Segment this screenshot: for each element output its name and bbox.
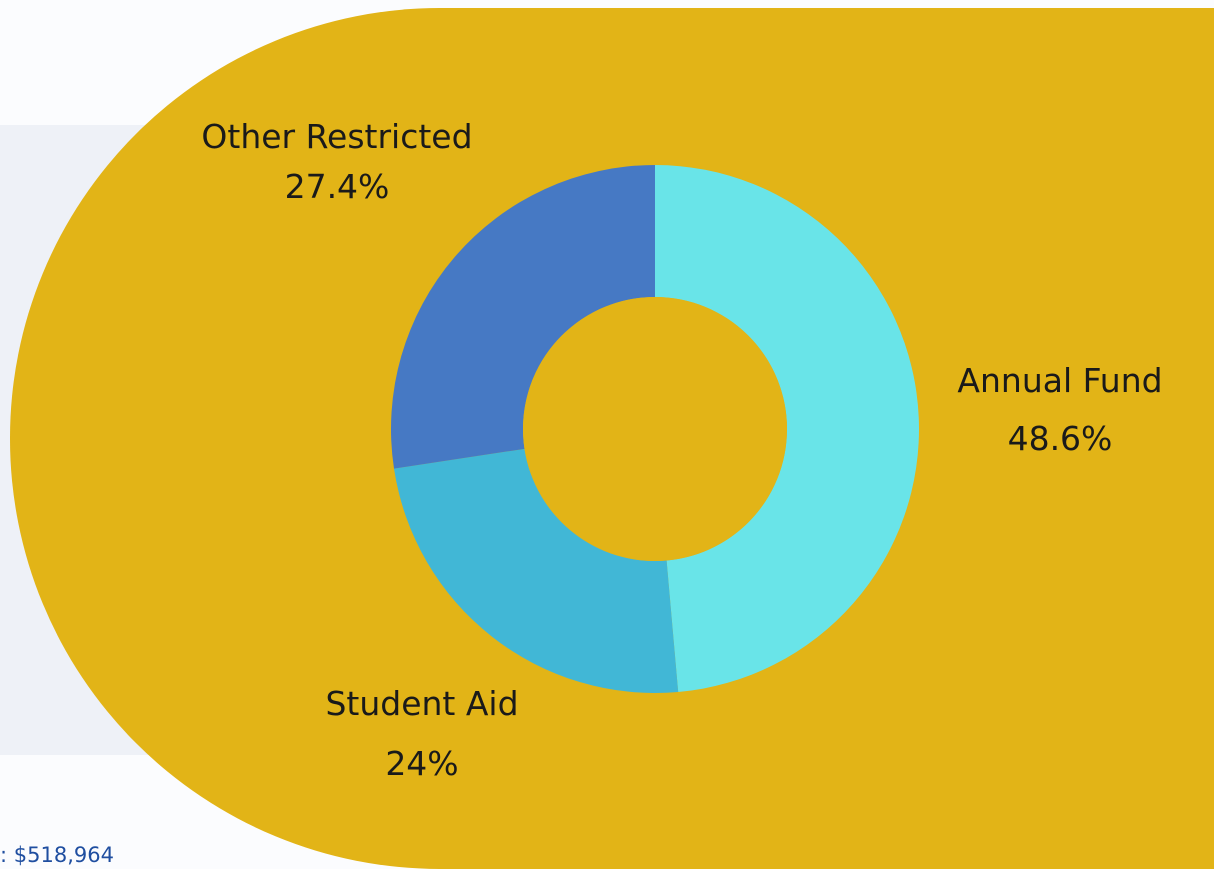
- slice-name-label: Student Aid: [325, 684, 518, 723]
- slice-percent-label: 24%: [385, 744, 458, 783]
- slice-percent-label: 27.4%: [285, 167, 390, 206]
- slice-name-label: Annual Fund: [957, 361, 1162, 400]
- slice-percent-label: 48.6%: [1008, 419, 1113, 458]
- donut-hole: [523, 297, 787, 561]
- slice-name-label: Other Restricted: [201, 117, 472, 156]
- total-amount-label: : $518,964: [0, 843, 114, 867]
